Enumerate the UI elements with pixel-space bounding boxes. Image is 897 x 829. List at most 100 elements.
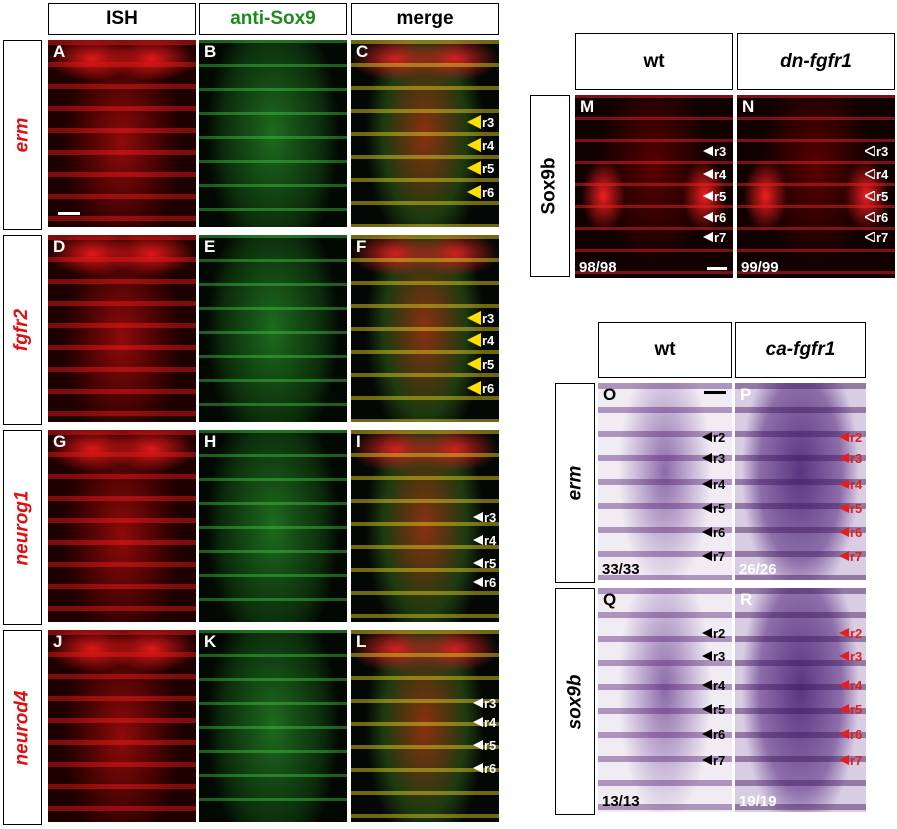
column-header: anti-Sox9 (199, 3, 347, 35)
scale-bar (704, 391, 726, 394)
arrow-label: r3 (473, 509, 496, 525)
image-panel: A (48, 40, 196, 227)
arrow-label: r2 (839, 625, 862, 641)
panel-letter: G (53, 432, 67, 451)
arrowhead (467, 185, 481, 199)
panel-letter: Q (603, 590, 617, 609)
arrow-label: r6 (865, 209, 888, 225)
panel-letter: P (740, 385, 752, 404)
arrow-text: r4 (484, 532, 497, 548)
embryo-count: 99/99 (741, 259, 779, 276)
arrowhead (865, 212, 875, 222)
arrow-label: r7 (839, 752, 862, 768)
arrow-text: r7 (850, 548, 863, 564)
arrow-text: r7 (850, 752, 863, 768)
arrowhead (702, 551, 712, 561)
arrow-label: r3 (839, 648, 862, 664)
arrow-label: r7 (703, 229, 726, 245)
arrow-text: r5 (713, 500, 726, 516)
image-panel: P 26/26 r2 r3 r4 r5 r6 r7 (735, 383, 866, 580)
arrowhead (703, 232, 713, 242)
image-panel: D (48, 235, 196, 422)
arrowhead (839, 755, 849, 765)
arrow-label: r4 (702, 476, 725, 492)
arrow-text: r7 (876, 229, 889, 245)
arrow-label: r3 (467, 114, 494, 130)
column-header: dn-fgfr1 (737, 33, 895, 90)
arrow-label: r3 (473, 695, 496, 711)
row-label-box: Sox9b (530, 95, 570, 277)
arrow-text: r4 (876, 166, 889, 182)
arrow-text: r3 (850, 648, 863, 664)
arrow-text: r4 (850, 476, 863, 492)
arrowhead (839, 628, 849, 638)
panel-letter: O (603, 385, 617, 404)
arrowhead (702, 479, 712, 489)
row-label-box: neurod4 (3, 630, 42, 825)
column-header: wt (575, 33, 733, 90)
arrowhead (473, 512, 483, 522)
arrowhead (839, 479, 849, 489)
arrow-text: r6 (876, 209, 889, 225)
scale-bar (707, 267, 727, 270)
arrowhead (702, 729, 712, 739)
arrow-label: r5 (467, 160, 494, 176)
arrow-text: r4 (713, 476, 726, 492)
arrow-label: r2 (702, 429, 725, 445)
arrow-label: r5 (702, 500, 725, 516)
embryo-count: 26/26 (739, 561, 777, 578)
arrowhead (702, 453, 712, 463)
arrow-label: r4 (839, 476, 862, 492)
arrow-text: r5 (850, 701, 863, 717)
arrowhead (865, 191, 875, 201)
arrow-label: r2 (702, 625, 725, 641)
arrow-text: r6 (484, 574, 497, 590)
arrowhead (702, 680, 712, 690)
arrowhead (839, 503, 849, 513)
arrowhead (702, 527, 712, 537)
row-label-box: erm (555, 383, 595, 583)
arrow-label: r6 (702, 524, 725, 540)
arrowhead (839, 729, 849, 739)
image-panel: M 98/98 r3 r4 r5 r6 r7 (575, 95, 733, 278)
row-label-box: erm (3, 40, 42, 230)
row-label-box: neurog1 (3, 430, 42, 625)
image-panel: O 33/33 r2 r3 r4 r5 r6 r7 (598, 383, 732, 580)
arrowhead (473, 577, 483, 587)
arrow-label: r4 (865, 166, 888, 182)
arrowhead (703, 146, 713, 156)
column-header: wt (598, 322, 732, 378)
panel-letter: B (204, 42, 217, 61)
arrow-label: r6 (473, 760, 496, 776)
row-label: neurog1 (11, 490, 33, 565)
row-label: fgfr2 (11, 308, 33, 352)
arrowhead (702, 628, 712, 638)
arrow-text: r4 (714, 166, 727, 182)
arrow-label: r6 (473, 574, 496, 590)
arrow-text: r3 (714, 143, 727, 159)
arrow-text: r5 (713, 701, 726, 717)
arrowhead (467, 115, 481, 129)
arrow-text: r3 (482, 114, 495, 130)
arrow-label: r5 (839, 701, 862, 717)
row-label: erm (563, 465, 585, 501)
arrow-label: r7 (839, 548, 862, 564)
arrowhead (473, 717, 483, 727)
arrow-text: r7 (714, 229, 727, 245)
arrow-label: r7 (702, 752, 725, 768)
arrow-text: r4 (713, 677, 726, 693)
panel-letter: A (53, 42, 66, 61)
arrowhead (839, 551, 849, 561)
arrow-label: r7 (865, 229, 888, 245)
embryo-count: 98/98 (579, 259, 617, 276)
arrowhead (703, 169, 713, 179)
arrow-label: r3 (703, 143, 726, 159)
arrowhead (702, 704, 712, 714)
column-header: ca-fgfr1 (735, 322, 866, 378)
arrow-text: r2 (850, 429, 863, 445)
arrow-label: r5 (473, 555, 496, 571)
arrow-label: r5 (473, 737, 496, 753)
arrow-text: r3 (713, 648, 726, 664)
arrow-text: r3 (484, 509, 497, 525)
